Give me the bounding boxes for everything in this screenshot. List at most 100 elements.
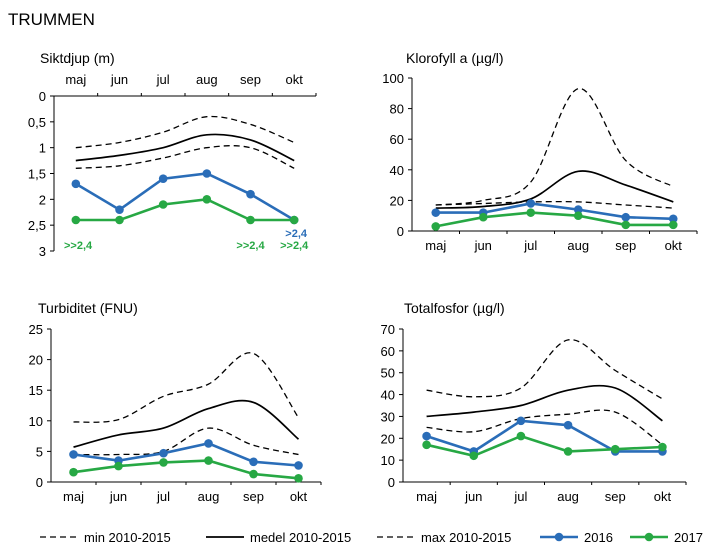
data-point-2017 [246,215,255,225]
data-point-2016 [422,431,431,441]
series-2017 [71,195,299,225]
chart-title: Turbiditet (FNU) [38,300,138,316]
data-point-2017 [563,447,573,456]
series-line-medel-2010-2015 [75,133,295,162]
chart-annotation: >2,4 [285,228,308,240]
legend-marker [644,532,654,542]
x-tick-label: jul [156,72,170,87]
data-point-2016 [159,448,168,458]
chart-title: Totalfosfor (µg/l) [404,300,505,316]
data-point-2017 [422,440,431,450]
data-point-2017 [202,195,212,204]
series-line-2016 [75,172,295,222]
chart-panel-2: Turbiditet (FNU) 0 5 10 15 20 25 maj jun jul aug se… [29,300,322,504]
x-tick-label: okt [285,72,303,87]
chart-panel-3: Totalfosfor (µg/l) 0 10 20 30 40 50 60 70 maj jun j… [381,300,687,504]
data-point-2016 [563,420,573,430]
x-tick-label: maj [63,489,84,504]
x-tick-label: sep [615,238,636,253]
data-point-2016 [115,205,124,214]
data-point-2016 [202,169,212,178]
legend-label: max 2010-2015 [421,530,511,545]
data-point-2017 [478,212,488,222]
data-point-2017 [71,215,81,225]
data-point-2017 [294,474,303,483]
data-point-2016 [621,212,631,222]
series-min-2010-2015 [435,200,674,209]
data-point-2017 [69,467,78,477]
y-tick-label: 50 [381,366,395,381]
data-point-2017 [159,458,168,467]
y-tick-label: 1 [39,141,46,156]
chart-title: Klorofyll a (µg/l) [406,50,504,66]
series-line-2016 [435,202,674,221]
legend-label: 2016 [584,530,613,545]
series-2017 [422,431,667,461]
series-line-max-2010-2015 [435,88,674,206]
series-line-min-2010-2015 [73,427,299,456]
x-tick-label: sep [240,72,261,87]
y-tick-label: 2 [39,192,46,207]
x-tick-label: okt [290,489,308,504]
series-medel-2010-2015 [426,384,663,422]
series-line-2017 [435,211,674,228]
data-point-2017 [158,200,168,209]
data-point-2016 [526,199,536,208]
x-tick-label: sep [605,489,626,504]
x-tick-label: aug [567,238,589,253]
legend: min 2010-2015 medel 2010-2015 max 2010-201… [40,530,703,545]
x-tick-label: jul [513,489,527,504]
series-2016 [422,416,667,456]
data-point-2017 [249,469,258,479]
series-line-max-2010-2015 [75,115,295,149]
x-tick-label: jun [464,489,482,504]
series-line-2017 [75,197,295,222]
x-tick-label: maj [416,489,437,504]
data-point-2017 [469,451,479,461]
x-tick-label: okt [665,238,683,253]
y-tick-label: 5 [36,444,43,459]
y-tick-label: 3 [39,244,46,259]
series-medel-2010-2015 [73,399,300,448]
series-2017 [69,456,303,483]
legend-item-medel-2010-2015: medel 2010-2015 [206,530,351,545]
y-tick-label: 25 [29,322,43,337]
data-point-2016 [71,179,81,189]
y-tick-label: 0 [397,224,404,239]
x-tick-label: sep [243,489,264,504]
series-min-2010-2015 [75,145,295,169]
x-tick-label: aug [198,489,220,504]
data-point-2016 [69,450,78,459]
legend-item-max-2010-2015: max 2010-2015 [377,530,511,545]
series-max-2010-2015 [75,115,295,149]
x-tick-label: jun [109,489,127,504]
legend-label: min 2010-2015 [84,530,171,545]
y-tick-label: 0 [388,475,395,490]
x-tick-label: aug [196,72,218,87]
series-2016 [69,439,303,470]
data-point-2016 [668,214,678,224]
y-tick-label: 20 [390,193,404,208]
y-tick-label: 30 [381,409,395,424]
x-tick-label: jun [474,238,492,253]
x-tick-label: jun [110,72,128,87]
series-min-2010-2015 [73,427,299,456]
series-line-min-2010-2015 [435,200,674,209]
series-line-2016 [73,442,299,467]
x-tick-label: jul [523,238,537,253]
series-line-max-2010-2015 [426,339,663,400]
legend-item-min-2010-2015: min 2010-2015 [40,530,171,545]
data-point-2016 [516,416,526,426]
y-tick-label: 40 [390,163,404,178]
x-tick-label: maj [425,238,446,253]
y-tick-label: 0,5 [28,115,46,130]
data-point-2017 [431,222,441,231]
y-tick-label: 2,5 [28,218,46,233]
data-point-2017 [621,220,631,230]
y-tick-label: 20 [381,431,395,446]
data-point-2017 [526,208,536,217]
y-tick-label: 0 [36,475,43,490]
data-point-2017 [610,444,620,454]
series-2017 [431,208,678,231]
series-2016 [71,169,299,225]
